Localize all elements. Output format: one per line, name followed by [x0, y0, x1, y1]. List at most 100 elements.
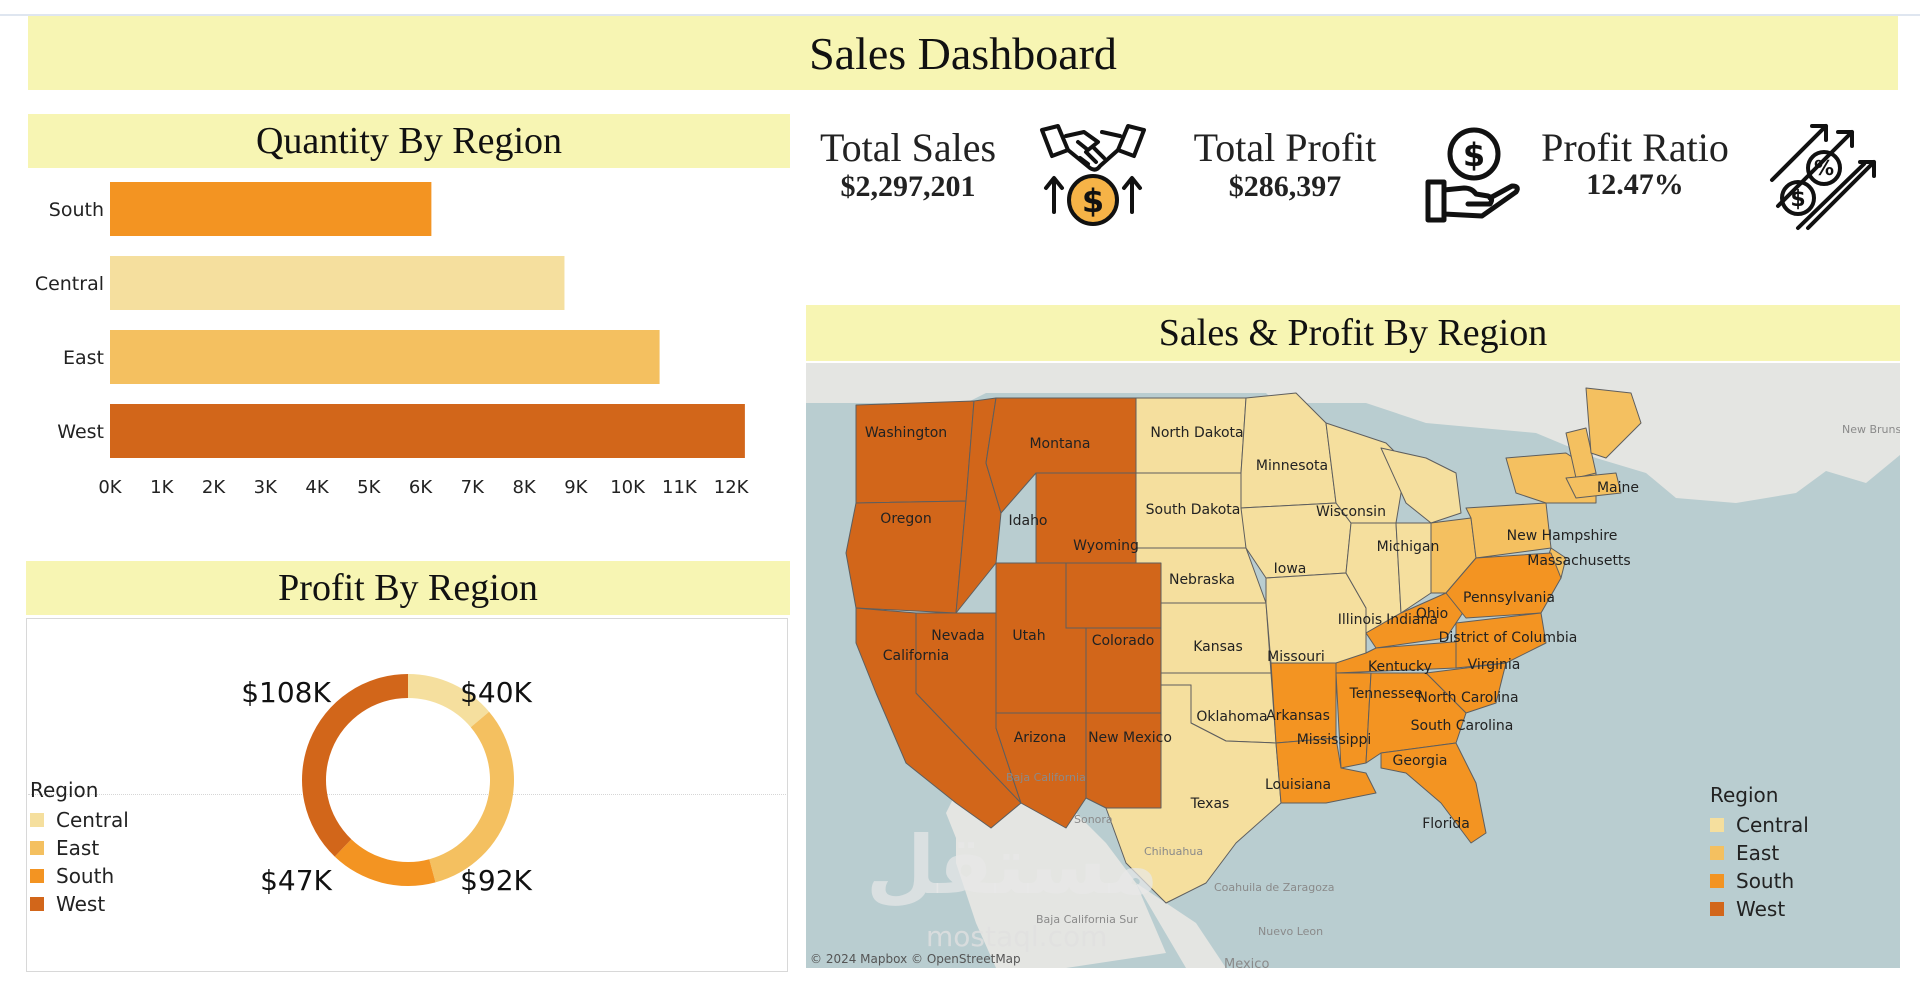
svg-text:Coahuila de Zaragoza: Coahuila de Zaragoza	[1214, 881, 1334, 894]
category-label-east: East	[63, 347, 104, 369]
state-michigan[interactable]	[1380, 447, 1462, 524]
x-tick-label: 9K	[564, 477, 588, 498]
state-louisiana[interactable]	[1275, 737, 1377, 804]
svg-text:Maine: Maine	[1597, 480, 1639, 496]
x-tick-label: 5K	[357, 477, 381, 498]
state-north-carolina[interactable]	[1455, 612, 1547, 669]
category-label-west: West	[57, 421, 104, 443]
svg-text:Kansas: Kansas	[1193, 639, 1243, 655]
svg-text:Louisiana: Louisiana	[1265, 777, 1331, 793]
svg-text:New Brunswick: New Brunswick	[1842, 423, 1900, 436]
x-tick-label: 0K	[98, 477, 122, 498]
svg-text:District of Columbia: District of Columbia	[1439, 630, 1578, 646]
svg-text:Georgia: Georgia	[1393, 753, 1448, 769]
map-legend: Region Central East South West	[1710, 783, 1870, 923]
state-new-hampshire[interactable]	[1565, 427, 1597, 479]
svg-text:Kentucky: Kentucky	[1368, 659, 1432, 675]
svg-text:Colorado: Colorado	[1092, 633, 1155, 649]
svg-text:Mississippi: Mississippi	[1297, 732, 1372, 748]
quantity-chart-title: Quantity By Region	[28, 114, 790, 168]
quantity-bar-chart: South Central East West 0K 1K 2K 3K 4K 5K 6K 7K 8K 9K…	[35, 182, 750, 498]
legend-label: South	[56, 864, 115, 888]
legend-item-central[interactable]: Central	[30, 806, 190, 834]
map-legend-item-east[interactable]: East	[1710, 839, 1870, 867]
svg-text:New Mexico: New Mexico	[1088, 730, 1172, 746]
map-legend-item-south[interactable]: South	[1710, 867, 1870, 895]
svg-text:Montana: Montana	[1029, 436, 1090, 452]
legend-label: East	[56, 836, 100, 860]
map-legend-item-central[interactable]: Central	[1710, 811, 1870, 839]
svg-text:Virginia: Virginia	[1468, 657, 1521, 673]
legend-item-west[interactable]: West	[30, 890, 190, 918]
legend-label: South	[1736, 869, 1795, 893]
state-maine[interactable]	[1585, 387, 1642, 459]
legend-swatch	[1710, 818, 1724, 832]
state-florida[interactable]	[1380, 742, 1487, 844]
x-tick-label: 8K	[512, 477, 536, 498]
map-legend-item-west[interactable]: West	[1710, 895, 1870, 923]
profit-legend: Region Central East South West	[30, 778, 190, 918]
legend-label: Central	[56, 808, 129, 832]
state-minnesota[interactable]	[1240, 392, 1337, 509]
state-indiana[interactable]	[1395, 522, 1432, 614]
us-map[interactable]: Washington Oregon California Idaho Nevad…	[806, 363, 1900, 968]
x-tick-label: 6K	[409, 477, 433, 498]
svg-text:Missouri: Missouri	[1267, 649, 1325, 665]
state-washington[interactable]	[855, 400, 975, 504]
profit-donut-chart: $40K $92K $47K $108K	[241, 674, 533, 897]
svg-text:Mexico: Mexico	[1224, 957, 1269, 968]
x-tick-label: 3K	[254, 477, 278, 498]
state-arkansas[interactable]	[1270, 662, 1337, 744]
svg-text:Iowa: Iowa	[1274, 561, 1307, 577]
top-rule	[0, 14, 1920, 16]
donut-slice-west[interactable]	[302, 674, 408, 857]
svg-text:Massachusetts: Massachusetts	[1527, 553, 1630, 569]
x-tick-label: 7K	[461, 477, 485, 498]
x-tick-label: 12K	[714, 477, 750, 498]
svg-text:Indiana: Indiana	[1386, 612, 1438, 628]
state-oregon[interactable]	[845, 500, 967, 614]
category-label-south: South	[49, 199, 104, 221]
svg-text:$: $	[1463, 136, 1485, 174]
legend-label: West	[56, 892, 106, 916]
donut-data-label-south: $47K	[260, 864, 332, 897]
svg-text:New Hampshire: New Hampshire	[1507, 528, 1618, 544]
svg-text:Wyoming: Wyoming	[1073, 538, 1139, 554]
svg-text:Pennsylvania: Pennsylvania	[1463, 590, 1555, 606]
svg-text:Utah: Utah	[1012, 628, 1045, 644]
svg-text:Sonora: Sonora	[1074, 813, 1113, 826]
map-attribution[interactable]: © 2024 Mapbox © OpenStreetMap	[810, 952, 1021, 966]
state-kansas[interactable]	[1160, 602, 1272, 674]
quantity-bar-west[interactable]	[110, 404, 745, 458]
svg-text:Wisconsin: Wisconsin	[1316, 504, 1386, 520]
svg-text:Illinois: Illinois	[1338, 612, 1382, 628]
state-new-mexico[interactable]	[1085, 712, 1162, 809]
svg-text:Chihuahua: Chihuahua	[1144, 845, 1203, 858]
map-title: Sales & Profit By Region	[806, 305, 1900, 361]
legend-swatch	[30, 841, 44, 855]
legend-item-south[interactable]: South	[30, 862, 190, 890]
legend-item-east[interactable]: East	[30, 834, 190, 862]
donut-slice-central[interactable]	[408, 674, 490, 728]
legend-swatch	[1710, 902, 1724, 916]
basemap-labels: New Brunswick Baja California Sonora Chi…	[1006, 423, 1900, 968]
quantity-bar-central[interactable]	[110, 256, 565, 310]
state-massachusetts[interactable]	[1565, 472, 1622, 499]
svg-text:Michigan: Michigan	[1377, 539, 1440, 555]
legend-swatch	[30, 897, 44, 911]
state-virginia[interactable]	[1445, 552, 1562, 619]
donut-slice-south[interactable]	[334, 839, 436, 886]
x-tick-label: 4K	[305, 477, 329, 498]
donut-slice-east[interactable]	[429, 711, 514, 883]
legend-label: Central	[1736, 813, 1809, 837]
growth-arrows-percent-icon: % $	[1768, 120, 1878, 232]
x-tick-label: 2K	[202, 477, 226, 498]
legend-swatch	[30, 813, 44, 827]
total-sales-label: Total Sales	[819, 125, 997, 170]
watermark-logo: مستقل	[866, 819, 1159, 912]
legend-swatch	[30, 869, 44, 883]
quantity-bar-south[interactable]	[110, 182, 432, 236]
profit-ratio-label: Profit Ratio	[1541, 125, 1729, 170]
quantity-bar-east[interactable]	[110, 330, 660, 384]
state-pennsylvania[interactable]	[1465, 502, 1552, 559]
